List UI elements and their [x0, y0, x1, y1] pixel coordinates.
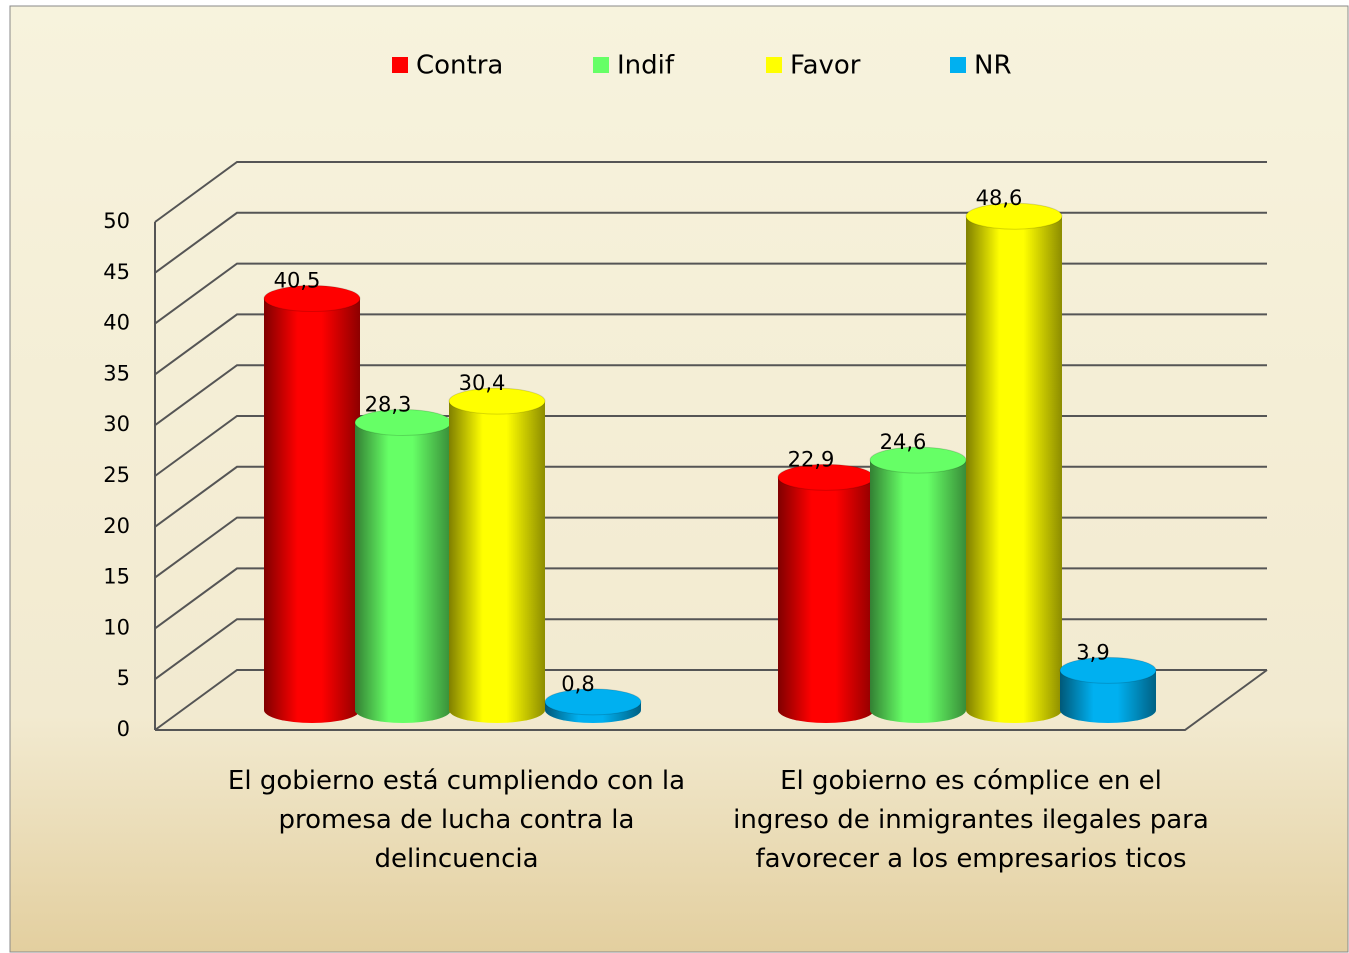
legend-label: Indif: [617, 51, 675, 81]
legend-label: Contra: [416, 51, 503, 81]
cylinder-shade: [449, 401, 545, 723]
y-tick-label: 30: [103, 412, 130, 436]
grid-line: [154, 364, 1267, 427]
cylinder-shade: [778, 477, 874, 723]
y-tick-label: 10: [103, 615, 130, 639]
floor-edge: [155, 669, 1268, 731]
y-tick-label: 35: [103, 361, 130, 385]
data-label: 28,3: [365, 392, 412, 416]
cylinder-shade: [1060, 670, 1156, 723]
y-tick-label: 15: [103, 565, 130, 589]
x-tick-label: El gobierno está cumpliendo con la prome…: [227, 766, 686, 874]
legend-swatch: [392, 57, 408, 73]
y-tick-label: 40: [103, 311, 130, 335]
y-tick-label: 0: [117, 717, 130, 741]
cylinder: [263, 285, 361, 723]
grid-line: [154, 211, 1267, 274]
y-tick-label: 25: [103, 463, 130, 487]
cylinder: [448, 387, 546, 723]
data-label: 48,6: [976, 186, 1023, 210]
grid-line: [154, 415, 1267, 477]
cylinder: [354, 408, 452, 723]
cylinder-shade: [264, 298, 360, 723]
grid-line: [154, 313, 1267, 376]
data-label: 0,8: [561, 672, 594, 696]
grid-line: [154, 161, 1267, 223]
grid-line: [154, 262, 1267, 325]
cylinder-top: [544, 688, 642, 716]
y-tick-label: 5: [117, 666, 130, 690]
cylinder: [1059, 656, 1157, 723]
data-label: 22,9: [788, 447, 835, 471]
cylinder: [869, 446, 967, 723]
x-tick-label: El gobierno es cómplice en el ingreso de…: [733, 766, 1209, 874]
cylinder: [777, 463, 875, 723]
cylinder-shade: [870, 460, 966, 723]
cylinder: [544, 688, 642, 723]
legend-label: NR: [974, 51, 1012, 81]
y-tick-label: 20: [103, 514, 130, 538]
cylinder-top: [1059, 656, 1157, 684]
legend-swatch: [593, 57, 609, 73]
y-tick-label: 45: [103, 260, 130, 284]
data-label: 30,4: [459, 371, 506, 395]
legend-swatch: [950, 57, 966, 73]
cylinder: [965, 202, 1063, 723]
y-tick-label: 50: [103, 209, 130, 233]
legend-label: Favor: [790, 51, 861, 81]
cylinder-shade: [966, 216, 1062, 723]
cylinder-top: [263, 285, 361, 313]
cylinder-shade: [355, 422, 451, 723]
cylinder-top: [448, 387, 546, 415]
data-label: 24,6: [880, 430, 927, 454]
legend-swatch: [766, 57, 782, 73]
data-label: 3,9: [1076, 640, 1109, 664]
data-label: 40,5: [274, 269, 321, 293]
cylinder-top: [965, 202, 1063, 230]
background: [9, 5, 1349, 953]
